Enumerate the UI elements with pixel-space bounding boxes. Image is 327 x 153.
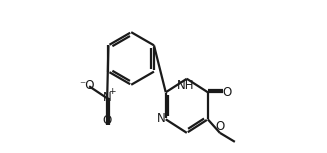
Text: N: N	[157, 112, 165, 125]
Text: O: O	[223, 86, 232, 99]
Text: O: O	[215, 120, 224, 132]
Text: NH: NH	[177, 79, 195, 92]
Text: O: O	[103, 114, 112, 127]
Text: N: N	[103, 91, 112, 104]
Text: +: +	[108, 87, 116, 96]
Text: ⁻O: ⁻O	[79, 79, 95, 92]
